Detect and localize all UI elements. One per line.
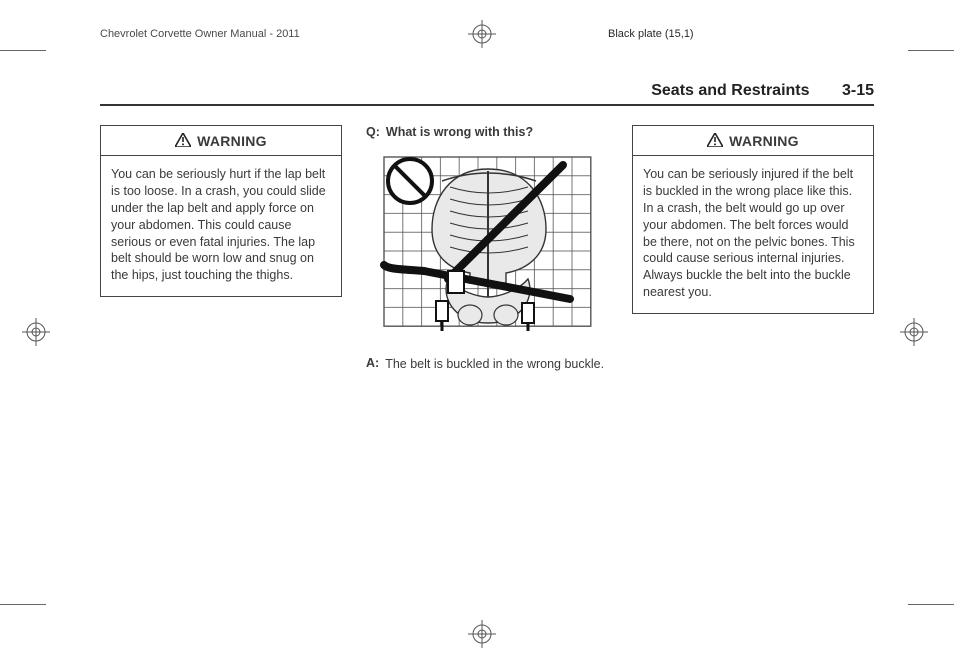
question-line: Q: What is wrong with this?: [366, 125, 608, 139]
registration-mark-bottom-icon: [468, 620, 496, 653]
illustration-seatbelt-wrong-buckle: [378, 151, 596, 336]
crop-mark: [0, 604, 46, 605]
question-prefix: Q:: [366, 125, 380, 139]
answer-text: The belt is buckled in the wrong buckle.: [385, 356, 604, 373]
warning-header: WARNING: [633, 126, 873, 156]
warning-box-left: WARNING You can be seriously hurt if the…: [100, 125, 342, 297]
column-left: WARNING You can be seriously hurt if the…: [100, 125, 342, 385]
registration-mark-left-icon: [22, 318, 50, 351]
answer-line: A: The belt is buckled in the wrong buck…: [366, 356, 608, 373]
section-title: Seats and Restraints: [651, 82, 809, 99]
print-meta-row: Chevrolet Corvette Owner Manual - 2011 B…: [0, 24, 954, 44]
warning-header: WARNING: [101, 126, 341, 156]
crop-mark: [908, 50, 954, 51]
crop-mark: [908, 604, 954, 605]
crop-mark: [0, 50, 46, 51]
manual-title: Chevrolet Corvette Owner Manual - 2011: [100, 28, 300, 40]
warning-triangle-icon: [707, 133, 723, 149]
warning-triangle-icon: [175, 133, 191, 149]
page-header: Seats and Restraints 3-15: [100, 82, 874, 100]
column-middle: Q: What is wrong with this? A: The belt …: [366, 125, 608, 385]
warning-label: WARNING: [729, 133, 799, 149]
page-number: 3-15: [842, 82, 874, 99]
column-right: WARNING You can be seriously injured if …: [632, 125, 874, 385]
page-header-rule: [100, 104, 874, 106]
plate-indicator: Black plate (15,1): [608, 28, 694, 40]
registration-mark-top-icon: [468, 20, 496, 53]
warning-body-text: You can be seriously hurt if the lap bel…: [101, 156, 341, 296]
warning-label: WARNING: [197, 133, 267, 149]
content-columns: WARNING You can be seriously hurt if the…: [100, 125, 874, 385]
warning-body-text: You can be seriously injured if the belt…: [633, 156, 873, 313]
answer-prefix: A:: [366, 356, 379, 373]
warning-box-right: WARNING You can be seriously injured if …: [632, 125, 874, 314]
question-text: What is wrong with this?: [386, 125, 533, 139]
registration-mark-right-icon: [900, 318, 928, 351]
